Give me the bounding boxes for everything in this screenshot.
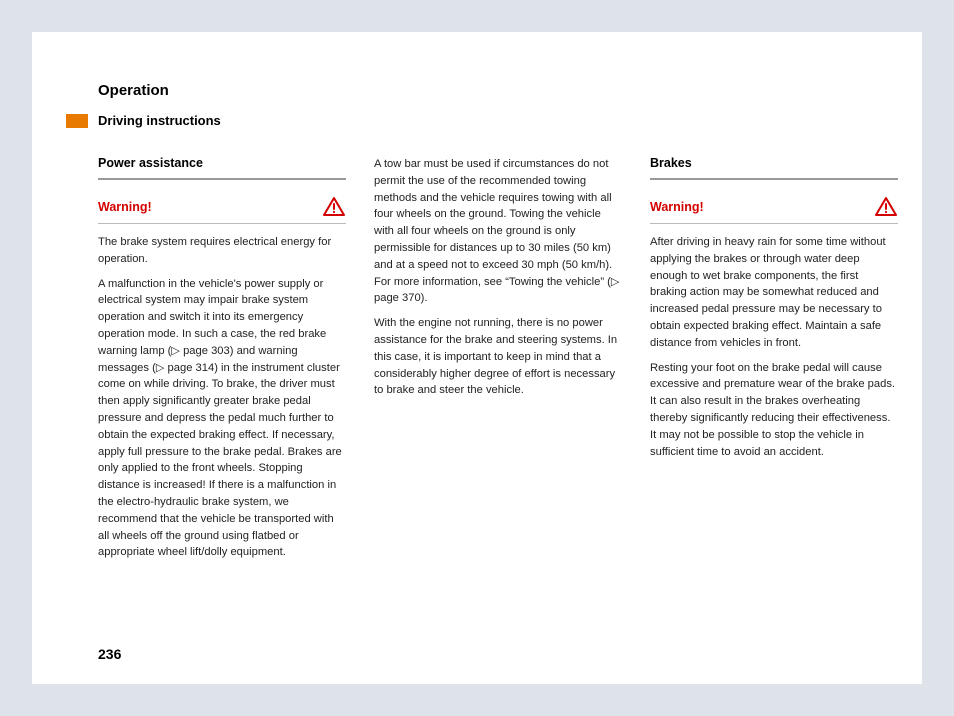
warning-label: Warning! — [650, 200, 704, 214]
para: The brake system requires electrical ene… — [98, 234, 346, 268]
column-1: Power assistance Warning! The brake syst… — [98, 156, 346, 561]
para: It can also result in the brakes overhea… — [650, 393, 898, 460]
heading-rule — [98, 178, 346, 180]
warning-label: Warning! — [98, 200, 152, 214]
section-row: Driving instructions — [98, 113, 922, 128]
text-run: A tow bar must be used if circumstances … — [374, 158, 612, 288]
body-text-col3: After driving in heavy rain for some tim… — [650, 234, 898, 460]
body-text-col1: The brake system requires electrical ene… — [98, 234, 346, 561]
body-text-col2: A tow bar must be used if circumstances … — [374, 156, 622, 399]
page-content: Operation Driving instructions Power ass… — [32, 32, 922, 684]
page-number: 236 — [98, 646, 121, 662]
page-ref: ▷ page 303 — [171, 345, 229, 357]
chapter-title: Operation — [98, 82, 922, 113]
para: With the engine not running, there is no… — [374, 315, 622, 399]
para: After driving in heavy rain for some tim… — [650, 234, 898, 352]
warning-rule — [98, 223, 346, 224]
column-2: A tow bar must be used if circumstances … — [374, 156, 622, 561]
para: A malfunction in the vehicle's power sup… — [98, 276, 346, 562]
text-run: ) in the instrument cluster come on whil… — [98, 362, 342, 559]
para: A tow bar must be used if circumstances … — [374, 156, 622, 307]
page-frame: Operation Driving instructions Power ass… — [0, 0, 954, 716]
column-3: Brakes Warning! After driving in heavy r… — [650, 156, 898, 561]
para: Resting your foot on the brake pedal wil… — [650, 360, 898, 394]
section-marker — [66, 114, 88, 128]
warning-triangle-icon — [874, 196, 898, 217]
subheading-brakes: Brakes — [650, 156, 898, 178]
content-columns: Power assistance Warning! The brake syst… — [32, 128, 922, 561]
warning-bar: Warning! — [98, 196, 346, 217]
text-run: ). — [421, 292, 428, 304]
page-header: Operation Driving instructions — [32, 32, 922, 128]
warning-bar: Warning! — [650, 196, 898, 217]
heading-rule — [650, 178, 898, 180]
warning-rule — [650, 223, 898, 224]
section-title: Driving instructions — [98, 113, 221, 128]
subheading-power-assistance: Power assistance — [98, 156, 346, 178]
page-ref: ▷ page 314 — [156, 362, 214, 374]
warning-triangle-icon — [322, 196, 346, 217]
